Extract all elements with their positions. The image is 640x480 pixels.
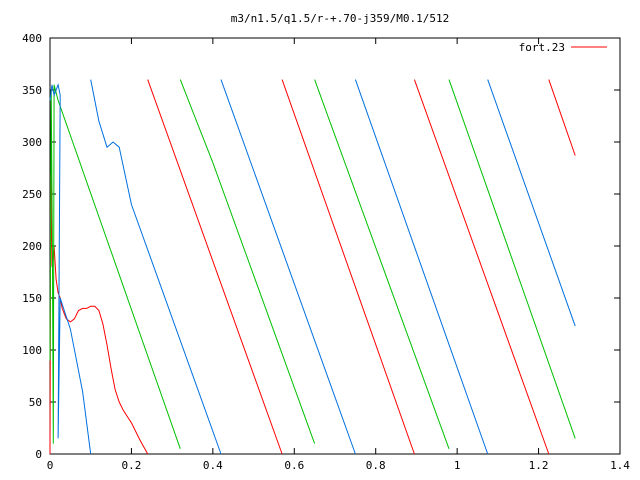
- x-tick-label: 1.4: [610, 459, 630, 472]
- x-tick-label: 0.4: [203, 459, 223, 472]
- series-line-segment: [49, 173, 149, 455]
- series-1: [49, 79, 576, 455]
- series-line-segment: [548, 79, 576, 156]
- y-tick-label: 250: [22, 188, 42, 201]
- legend-label: fort.23: [519, 41, 565, 54]
- y-tick-label: 0: [35, 448, 42, 461]
- series-line-segment: [314, 79, 450, 449]
- series-line-segment: [90, 79, 222, 455]
- y-tick-label: 100: [22, 344, 42, 357]
- series-line-segment: [49, 84, 181, 449]
- y-tick-label: 350: [22, 84, 42, 97]
- series-line-segment: [413, 79, 550, 455]
- plot-series: [49, 79, 576, 455]
- x-tick-label: 0.2: [121, 459, 141, 472]
- x-tick-label: 1: [454, 459, 461, 472]
- y-tick-label: 300: [22, 136, 42, 149]
- series-line-segment: [487, 79, 576, 327]
- x-tick-label: 0: [47, 459, 54, 472]
- y-tick-label: 50: [29, 396, 42, 409]
- plot-frame: [49, 37, 621, 455]
- series-line-segment: [281, 79, 415, 455]
- axis-ticks: 0 0.2 0.4 0.6 0.8 1 1.2 1.4 0 50 100 150 200 250 300 35…: [22, 32, 630, 472]
- series-3: [49, 79, 576, 455]
- x-tick-label: 1.2: [529, 459, 549, 472]
- x-tick-label: 0.8: [366, 459, 386, 472]
- x-tick-label: 0.6: [284, 459, 304, 472]
- y-tick-label: 200: [22, 240, 42, 253]
- series-line-segment: [147, 79, 283, 455]
- y-tick-label: 150: [22, 292, 42, 305]
- y-tick-label: 400: [22, 32, 42, 45]
- series-line-segment: [49, 83, 92, 455]
- series-line-segment: [220, 79, 356, 455]
- series-line-segment: [354, 79, 489, 455]
- legend: fort.23: [519, 41, 607, 54]
- series-line-segment: [448, 79, 576, 439]
- series-2: [49, 79, 576, 449]
- series-line-segment: [179, 79, 316, 444]
- chart-title: m3/n1.5/q1.5/r-+.70-j359/M0.1/512: [231, 12, 450, 25]
